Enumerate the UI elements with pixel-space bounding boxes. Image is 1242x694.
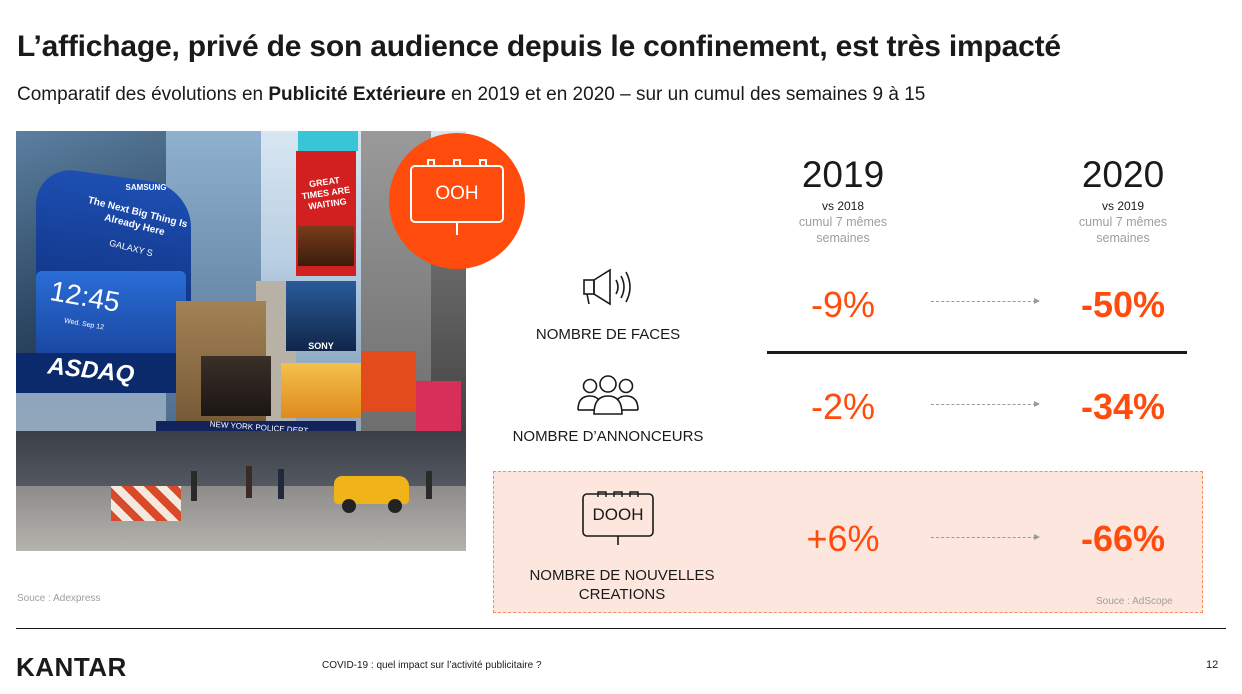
lamp-icon xyxy=(479,159,487,165)
metric-label-advertisers: NOMBRE D’ANNONCEURS xyxy=(512,428,704,445)
source-left: Souce : Adexpress xyxy=(17,593,101,604)
subtitle-highlight: Publicité Extérieure xyxy=(268,84,446,105)
year-2019-heading: 2019 xyxy=(801,154,885,195)
lamp-icon xyxy=(453,159,461,165)
megaphone-icon xyxy=(583,268,631,306)
great-times-sign: GREAT TIMES ARE WAITING xyxy=(301,175,351,212)
creations-2019-value: +6% xyxy=(806,518,880,559)
subtitle-text-start: Comparatif des évolutions en xyxy=(17,84,269,105)
metric-label-line2: CREATIONS xyxy=(578,586,666,603)
ooh-billboard-icon: OOH xyxy=(410,165,504,223)
kantar-logo: KANTAR xyxy=(16,652,127,683)
slide-subtitle: Comparatif des évolutions en Publicité E… xyxy=(17,84,925,106)
year-2020-vs: vs 2019 xyxy=(1101,199,1145,213)
footer-divider xyxy=(16,628,1226,629)
arrow-right-icon xyxy=(931,298,1040,304)
lamp-icon xyxy=(427,159,435,165)
year-2019-note: cumul 7 mêmes semaines xyxy=(798,215,888,245)
slide-title: L’affichage, privé de son audience depui… xyxy=(17,30,1061,63)
samsung-sign: SAMSUNG xyxy=(125,183,167,192)
row-divider xyxy=(767,351,1187,354)
year-2019-vs: vs 2018 xyxy=(821,199,865,213)
year-2020-heading: 2020 xyxy=(1081,154,1165,195)
sony-sign: SONY xyxy=(308,341,334,351)
dooh-billboard-icon: DOOH xyxy=(582,489,654,547)
billboard-pole xyxy=(456,223,458,235)
metric-label-line1: NOMBRE DE NOUVELLES xyxy=(529,567,715,584)
ooh-badge: OOH xyxy=(389,133,525,269)
kantar-wordmark: KANTAR xyxy=(16,652,127,682)
metric-label-faces: NOMBRE DE FACES xyxy=(535,326,681,343)
creations-2020-value: -66% xyxy=(1080,518,1166,559)
ooh-label: OOH xyxy=(435,183,479,204)
people-group-icon xyxy=(577,375,639,415)
source-right: Souce : AdScope xyxy=(1096,596,1173,607)
faces-2019-value: -9% xyxy=(810,284,876,325)
arrow-right-icon xyxy=(931,401,1040,407)
page-number: 12 xyxy=(1206,659,1219,671)
advertisers-2020-value: -34% xyxy=(1080,386,1166,427)
arrow-right-icon xyxy=(931,534,1040,540)
faces-2020-value: -50% xyxy=(1080,284,1166,325)
advertisers-2019-value: -2% xyxy=(810,386,876,427)
dooh-label: DOOH xyxy=(592,505,644,524)
year-2020-note: cumul 7 mêmes semaines xyxy=(1078,215,1168,245)
footer-caption: COVID-19 : quel impact sur l’activité pu… xyxy=(322,660,542,671)
subtitle-text-end: en 2019 et en 2020 – sur un cumul des se… xyxy=(445,84,926,105)
metric-label-new-creations: NOMBRE DE NOUVELLES CREATIONS xyxy=(492,566,752,604)
